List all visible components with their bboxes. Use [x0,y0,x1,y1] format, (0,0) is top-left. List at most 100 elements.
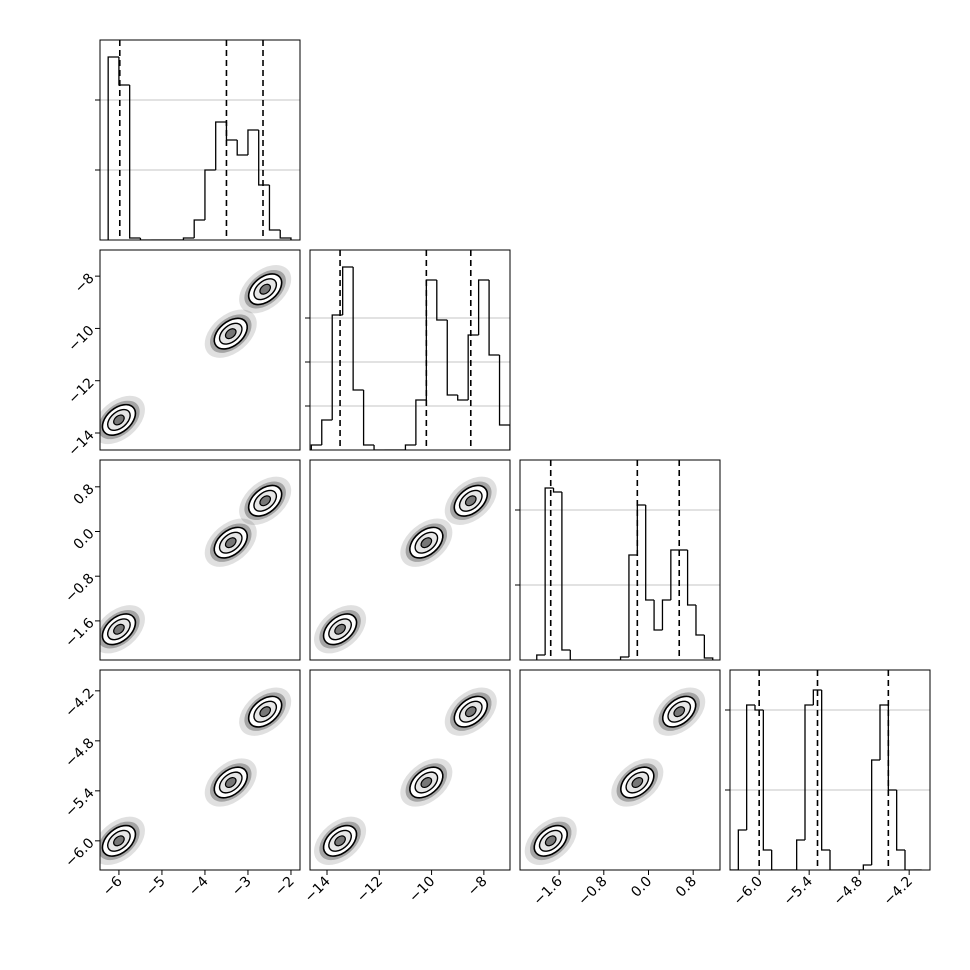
x-tick-label: −6.0 [731,874,766,909]
panel-frame [519,459,721,661]
hist-bin [182,237,195,240]
plot-area [520,460,720,660]
hist-bin [536,654,546,660]
hist-bin [247,129,259,155]
panel [95,39,301,241]
panel-frame [99,39,301,241]
hist-bin [342,266,354,315]
y-tick-label: −4.8 [62,735,97,770]
hist-bin [477,279,490,335]
y-tick-label: −8 [72,270,98,296]
contour-inner [113,835,125,847]
panel-frame [309,669,511,871]
x-tick-label: −5 [143,874,169,900]
hist-bin [636,504,646,555]
hist-bin [796,839,805,870]
hist-bin [279,230,292,240]
cluster [400,518,453,567]
x-tick-label: −4 [186,873,212,899]
contour-inner [224,537,237,549]
cluster [524,816,577,865]
hist-bin [703,635,714,660]
hist-bin [467,334,479,400]
x-tick-label: −1.6 [531,873,566,908]
hist-bin [746,704,755,830]
panel: −8 −10 −12 −14 [65,249,301,460]
cluster [239,687,292,736]
plot-area [100,40,300,240]
hist-bin [268,185,281,231]
y-tick-label: −6.0 [62,835,97,870]
y-tick-label: −10 [65,323,97,355]
y-tick-label: −0.8 [62,571,97,606]
contour-inner [224,776,237,789]
plot-area [310,250,510,450]
hist-bin [887,705,897,791]
contour-inner [224,328,237,340]
hist-bin [498,355,510,450]
y-tick-label: 0.0 [71,526,98,553]
cluster [314,816,367,865]
x-tick-label: −4.2 [881,874,916,909]
hist-bin [436,280,448,321]
contour-inner [464,706,477,718]
panel-frame [309,249,511,451]
cluster [100,605,145,654]
hist-bin [225,122,238,141]
cluster [239,476,292,525]
cluster [204,758,257,807]
panel [515,459,721,661]
hist-bin [139,238,152,240]
hist-bin [904,850,914,870]
cluster [653,687,706,736]
hist-bin [107,56,119,240]
hist-bin [446,320,458,396]
y-tick-label: 0.8 [71,481,98,508]
panel: −6.0 −5.4 −4.8 −4.2 [725,669,931,909]
panel-frame [309,459,511,661]
panel [309,459,511,661]
hist-bin [488,280,500,356]
x-tick-label: −12 [354,874,386,906]
hist-bin [362,390,375,446]
contour-inner [673,706,686,718]
hist-bin [204,169,216,220]
x-tick-label: 0.8 [673,874,700,901]
plot-area [314,476,497,654]
panel: 0.8 0.0 −0.8 −1.6 [62,459,301,661]
cluster [100,816,145,865]
hist-bin [812,689,822,705]
plot-area [100,265,292,445]
contour-inner [464,495,477,507]
hist-bin [804,704,814,840]
cluster [239,265,292,314]
x-tick-label: 0.0 [628,874,655,901]
hist-bin [373,445,385,450]
y-tick-label: −4.2 [62,685,97,720]
hist-bin [569,650,579,660]
hist-bin [737,829,747,870]
hist-bin [771,850,780,870]
y-tick-label: −14 [65,427,97,459]
hist-bin [310,444,322,450]
plot-area [314,687,497,865]
hist-bin [236,140,248,156]
x-tick-label: −2 [272,874,298,900]
hist-bin [686,550,696,606]
plot-area [100,687,292,865]
hist-bin [331,314,343,420]
panel-frame [519,669,721,871]
x-tick-label: −6 [100,873,126,899]
x-tick-label: −3 [229,874,255,900]
x-tick-label: −8 [465,874,491,900]
panel [305,249,511,451]
hist-bin [129,85,141,239]
y-tick-label: −1.6 [62,615,97,650]
hist-bin [544,487,554,655]
hist-bin [862,864,872,870]
hist-bin [415,399,427,445]
cluster [444,476,497,525]
hist-bin [896,790,905,851]
cluster [204,309,257,358]
